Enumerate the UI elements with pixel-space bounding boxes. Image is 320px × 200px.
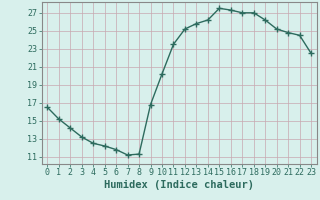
X-axis label: Humidex (Indice chaleur): Humidex (Indice chaleur) <box>104 180 254 190</box>
